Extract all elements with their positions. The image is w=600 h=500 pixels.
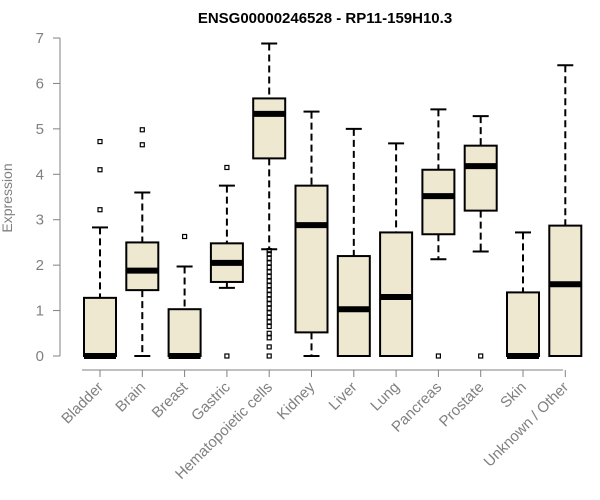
y-tick-label: 0 [36,348,44,365]
chart-title: ENSG00000246528 - RP11-159H10.3 [198,10,452,27]
outlier-point [266,296,272,302]
outlier-point [97,167,103,173]
box-hematopoietic-cells [252,42,287,359]
iqr-box [421,168,456,236]
box-prostate [463,115,498,359]
outlier-point [266,255,272,261]
outlier-point [266,287,272,293]
box-kidney [294,110,329,357]
box-lung [379,142,414,357]
outlier-point [224,164,230,171]
outlier-point [266,353,272,359]
x-tick-label: Breast [149,378,192,421]
outlier-point [478,353,484,359]
outlier-point [182,233,188,240]
outlier-point [139,142,145,148]
x-tick-label: Liver [326,379,361,414]
outlier-point [266,314,272,320]
outlier-point [266,260,272,266]
outlier-point [266,273,272,280]
y-tick-label: 4 [36,166,44,183]
y-tick-label: 3 [36,212,44,229]
box-group [83,42,583,359]
y-axis-label: Expression [0,163,15,232]
outlier-point [266,282,272,289]
iqr-box [125,241,160,292]
x-tick-label: Bladder [58,379,107,428]
outlier-point [266,323,272,330]
iqr-box [548,224,583,357]
x-tick-label: Skin [497,379,530,412]
outlier-point [266,251,272,257]
y-tick-label: 2 [36,257,44,274]
iqr-box [506,291,540,357]
outlier-point [266,292,272,298]
outlier-point [266,301,272,307]
box-pancreas [421,108,456,359]
outlier-point [266,319,272,325]
y-tick-label: 7 [36,30,44,47]
outlier-point [139,127,145,133]
outlier-point [266,264,272,271]
box-brain [125,127,160,357]
box-liver [336,127,371,357]
outlier-point [266,335,272,341]
outlier-point [435,353,441,359]
iqr-box [294,184,329,334]
outlier-point [266,344,272,350]
box-skin [506,231,540,359]
y-tick-label: 5 [36,121,44,138]
outlier-point [266,310,272,316]
x-tick-label: Brain [112,379,149,416]
iqr-box [463,144,498,212]
box-breast [167,233,202,359]
outlier-point [266,248,272,254]
iqr-box [336,255,371,357]
x-tick-label: Lung [367,379,403,415]
outlier-point [97,207,103,213]
outlier-point [266,269,272,275]
outlier-point [224,353,230,359]
iqr-box [252,97,287,160]
outlier-point [266,330,272,336]
outlier-point [266,278,272,284]
outlier-point [266,305,272,311]
outlier-point [97,138,103,145]
box-bladder [83,138,117,359]
y-tick-label: 6 [36,75,44,92]
iqr-box [167,308,202,357]
y-tick-label: 1 [36,303,44,320]
x-tick-label: Kidney [274,378,319,423]
iqr-box [83,296,117,358]
box-unknown-other [548,64,583,357]
y-axis-ticks: 0 1 2 3 4 5 6 7 [36,30,60,365]
x-tick-label: Prostate [436,379,488,431]
box-gastric [209,164,244,359]
